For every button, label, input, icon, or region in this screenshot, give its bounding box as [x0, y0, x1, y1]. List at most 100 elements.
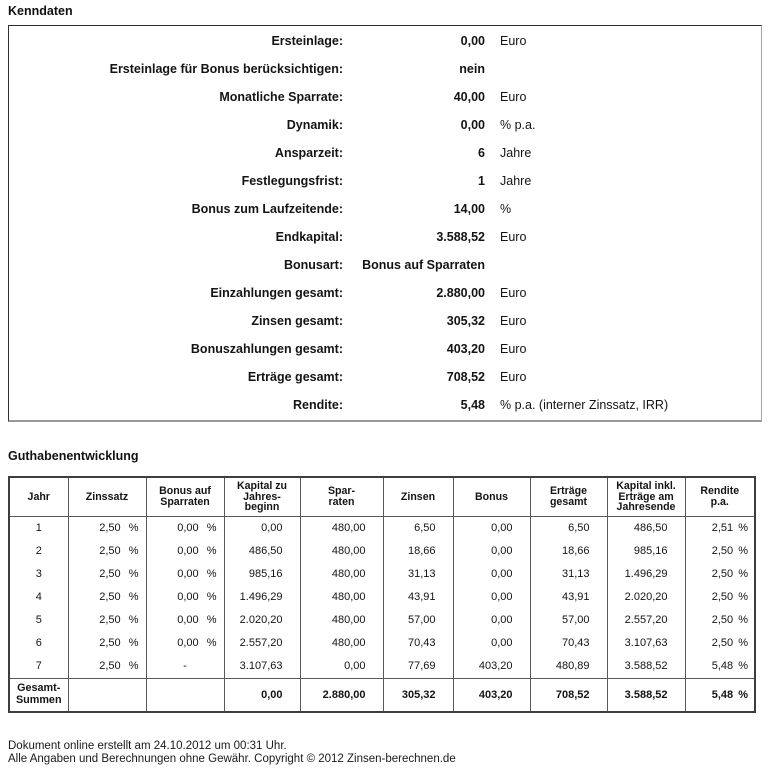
kenndaten-value: Bonus auf Sparraten [362, 258, 485, 272]
table-row: 7 2,50 % -3.107,63 0,00 77,69 403,20 480,89 3.5… [8, 654, 756, 678]
table-cell: 480,00 [299, 562, 384, 586]
kenndaten-unit: Euro [500, 90, 527, 104]
table-cell: 0,00 [452, 585, 531, 609]
table-cell: 403,20 [452, 654, 531, 678]
table-header-cell: Zinsen [382, 476, 454, 517]
table-cell: 985,16 [223, 562, 301, 586]
table-row: 1 2,50 % 0,00 % 0,00 480,00 6,50 0,00 6,50 486,5… [8, 516, 756, 540]
kenndaten-unit [485, 251, 761, 279]
table-cell: 2.020,20 [606, 585, 686, 609]
totals-cell: 403,20 [452, 677, 531, 712]
table-cell: 1.496,29 [606, 562, 686, 586]
table-header-row: Jahr Zinssatz Bonus auf Sparraten Kapital z… [8, 476, 756, 517]
table-cell: 3 [8, 562, 69, 586]
kenndaten-label: Zinsen gesamt: [251, 314, 343, 328]
kenndaten-label: Endkapital: [275, 230, 343, 244]
kenndaten-label: Dynamik: [286, 118, 343, 132]
kenndaten-value: 40,00 [453, 90, 485, 104]
document-page: Kenndaten Ersteinlage: 0,00 Euro Ersteinlag… [8, 4, 762, 767]
table-cell: 0,00 [452, 631, 531, 655]
table-cell: 0,00 [452, 516, 531, 540]
totals-cell: 3.588,52 [606, 677, 686, 712]
table-cell: 0,00 [223, 516, 301, 540]
table-cell: 0,00 [299, 654, 384, 678]
table-cell: 1.496,29 [223, 585, 301, 609]
totals-cell: 305,32 [382, 677, 454, 712]
table-cell: 18,66 [529, 539, 608, 563]
kenndaten-value: 305,32 [446, 314, 485, 328]
table-header-cell: Erträge gesamt [529, 476, 608, 517]
table-cell: 480,00 [299, 631, 384, 655]
guthaben-table: Jahr Zinssatz Bonus auf Sparraten Kapital z… [8, 476, 756, 713]
table-cell: 2.020,20 [223, 608, 301, 632]
kenndaten-value: 0,00 [460, 34, 485, 48]
kenndaten-unit [485, 55, 761, 83]
table-row: 4 2,50 % 0,00 % 1.496,29 480,00 43,91 0,00 43,9… [8, 585, 756, 609]
footer-copyright-line: Alle Angaben und Berechnungen ohne Gewäh… [8, 753, 456, 765]
kenndaten-label: Ersteinlage für Bonus berücksichtigen: [109, 62, 343, 76]
kenndaten-row: Bonus zum Laufzeitende: 14,00% [9, 195, 761, 223]
table-cell: 31,13 [529, 562, 608, 586]
kenndaten-row: Ersteinlage für Bonus berücksichtigen: ne… [9, 55, 761, 83]
table-cell: 6,50 [382, 516, 454, 540]
totals-cell [67, 677, 147, 712]
table-cell: 0,00 % [145, 516, 225, 540]
table-cell: 5,48 % [684, 654, 756, 678]
table-cell: 486,50 [223, 539, 301, 563]
table-cell: 0,00 % [145, 562, 225, 586]
table-cell: 5 [8, 608, 69, 632]
table-cell: 6,50 [529, 516, 608, 540]
table-cell: 2,50 % [67, 516, 147, 540]
table-cell: 480,00 [299, 585, 384, 609]
kenndaten-label: Bonus zum Laufzeitende: [191, 202, 343, 216]
kenndaten-label: Erträge gesamt: [247, 370, 343, 384]
table-cell: 3.107,63 [606, 631, 686, 655]
table-cell: 985,16 [606, 539, 686, 563]
table-row: 2 2,50 % 0,00 % 486,50 480,00 18,66 0,00 18,66 9… [8, 539, 756, 563]
table-totals-row: Gesamt- Summen 0,00 2.880,00 305,32 403,20 70… [8, 677, 756, 712]
table-cell: 77,69 [382, 654, 454, 678]
kenndaten-value: 6 [478, 146, 485, 160]
kenndaten-label: Einzahlungen gesamt: [210, 286, 343, 300]
kenndaten-unit: Jahre [500, 174, 532, 188]
kenndaten-row: Einzahlungen gesamt: 2.880,00 Euro [9, 279, 761, 307]
table-header-cell: Kapital inkl. Erträge am Jahresende [606, 476, 686, 517]
kenndaten-row: Erträge gesamt: 708,52 Euro [9, 363, 761, 391]
table-cell: 0,00 [452, 539, 531, 563]
table-header-cell: Jahr [8, 476, 69, 517]
table-cell: 2,50 % [684, 562, 756, 586]
table-cell: 4 [8, 585, 69, 609]
table-cell: 2,50 % [684, 631, 756, 655]
table-row: 5 2,50 % 0,00 % 2.020,20 480,00 57,00 0,00 57,0… [8, 608, 756, 632]
totals-cell: 0,00 [223, 677, 301, 712]
table-cell: 6 [8, 631, 69, 655]
kenndaten-unit: Euro [500, 34, 527, 48]
table-cell: 2.557,20 [606, 608, 686, 632]
table-cell: - [145, 654, 225, 678]
kenndaten-row: Rendite: 5,48 % p.a. (interner Zinssatz, I… [9, 391, 761, 419]
table-cell: 0,00 [452, 608, 531, 632]
totals-cell: 708,52 [529, 677, 608, 712]
kenndaten-value: 0,00 [460, 118, 485, 132]
kenndaten-value: 5,48 [460, 398, 485, 412]
table-header-cell: Bonus [452, 476, 531, 517]
kenndaten-unit: % [500, 202, 512, 216]
kenndaten-row: Endkapital: 3.588,52 Euro [9, 223, 761, 251]
table-cell: 31,13 [382, 562, 454, 586]
kenndaten-panel: Ersteinlage: 0,00 Euro Ersteinlage für Bonu… [8, 25, 762, 422]
kenndaten-label: Monatliche Sparrate: [219, 90, 343, 104]
totals-label-cell: Gesamt- Summen [8, 677, 69, 712]
kenndaten-label: Ansparzeit: [274, 146, 343, 160]
kenndaten-unit: % p.a. (interner Zinssatz, IRR) [500, 398, 669, 412]
table-cell: 2.557,20 [223, 631, 301, 655]
table-cell: 0,00 % [145, 585, 225, 609]
table-cell: 0,00 % [145, 631, 225, 655]
kenndaten-row: Ersteinlage: 0,00 Euro [9, 27, 761, 55]
table-row: 3 2,50 % 0,00 % 985,16 480,00 31,13 0,00 31,13 1… [8, 562, 756, 586]
kenndaten-row: Ansparzeit: 6 Jahre [9, 139, 761, 167]
table-cell: 480,00 [299, 516, 384, 540]
table-cell: 43,91 [382, 585, 454, 609]
kenndaten-row: Bonuszahlungen gesamt: 403,20 Euro [9, 335, 761, 363]
table-cell: 3.588,52 [606, 654, 686, 678]
table-cell: 2,50 % [67, 654, 147, 678]
